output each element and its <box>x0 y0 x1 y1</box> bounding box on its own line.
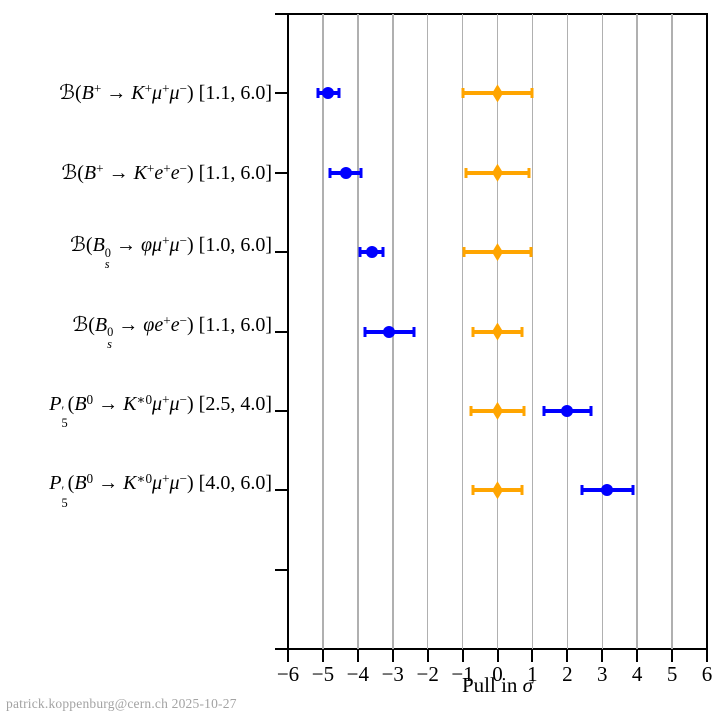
measurement-circle-marker <box>383 325 396 338</box>
sm-reference-error-cap-low <box>471 485 475 496</box>
x-axis-tick-label: −2 <box>416 662 439 686</box>
measurement-error-cap-low <box>328 167 332 178</box>
measurement-circle-marker <box>339 166 352 179</box>
x-axis-tick <box>601 649 604 662</box>
gridline <box>461 14 464 649</box>
measurement-error-cap-low <box>363 326 367 337</box>
gridline <box>531 14 534 649</box>
y-axis-tick <box>275 648 287 650</box>
measurement-error-cap-low <box>580 485 584 496</box>
sm-reference-error-cap-high <box>529 247 533 258</box>
sm-reference-error-cap-low <box>471 326 475 337</box>
measurement-error-cap-high <box>359 167 363 178</box>
x-axis-tick <box>706 649 708 662</box>
x-axis-tick-label: 5 <box>666 662 678 686</box>
x-axis-tick-label: 0 <box>492 662 503 686</box>
measurement-error-cap-high <box>337 88 341 99</box>
x-axis-title: Pull in σ <box>461 673 534 697</box>
x-axis-tick <box>461 649 464 662</box>
sm-reference-error-cap-low <box>469 405 473 416</box>
measurement-error-cap-high <box>412 326 416 337</box>
sm-reference-error-cap-high <box>530 88 534 99</box>
sm-reference-diamond-marker <box>492 322 503 341</box>
sm-reference-error-cap-low <box>462 247 466 258</box>
gridline <box>566 14 569 649</box>
measurement-error-cap-low <box>542 405 546 416</box>
x-axis-tick-label: 2 <box>562 662 573 686</box>
row-label: ℬ(B+ → K+e+e−) [1.1, 6.0] <box>61 160 272 184</box>
plot-area: −6 −5 −4 −3 −2 −1 0 1 2 3 4 5 6 <box>275 13 712 685</box>
x-axis-tick-label: −3 <box>381 662 404 686</box>
x-axis-tick-label: 4 <box>631 662 643 686</box>
x-axis-tick <box>426 649 429 662</box>
y-axis-tick <box>275 13 287 15</box>
gridline <box>426 14 429 649</box>
sm-reference-diamond-marker <box>492 481 503 500</box>
row-label: ℬ(B 0 s → φe+e−) [1.1, 6.0] <box>72 312 272 351</box>
row-label: ℬ(B 0 s → φμ+μ−) [1.0, 6.0] <box>70 233 272 272</box>
measurement-circle-marker <box>561 404 574 417</box>
x-axis-tick <box>636 649 639 662</box>
measurement-error-cap-low <box>358 247 362 258</box>
x-axis-tick <box>287 649 289 662</box>
row-label: ℬ(B+ → K+μ+μ−) [1.1, 6.0] <box>59 81 272 105</box>
y-axis-tick <box>275 330 287 333</box>
gridline <box>601 14 603 649</box>
x-axis-tick <box>321 649 324 662</box>
row-label: P ′ 5 (B0 → K∗0μ+μ−) [2.5, 4.0] <box>49 391 272 431</box>
footer-credit: patrick.koppenburg@cern.ch 2025-10-27 <box>6 696 237 711</box>
x-axis-tick <box>496 649 499 662</box>
gridline <box>357 14 359 649</box>
sm-reference-error-cap-high <box>520 326 524 337</box>
sm-reference-error-cap-high <box>520 485 524 496</box>
sm-reference-error-cap-high <box>527 167 531 178</box>
y-axis-tick <box>275 92 287 95</box>
sm-reference-error-cap-high <box>522 405 526 416</box>
sm-reference-diamond-marker <box>492 163 503 182</box>
y-axis-tick <box>275 568 287 571</box>
gridline <box>636 14 638 649</box>
gridline <box>671 14 673 649</box>
x-axis-tick <box>531 649 534 662</box>
x-axis-tick-label: −5 <box>311 662 335 686</box>
measurement-error-cap-high <box>631 485 635 496</box>
x-axis-tick-label: −1 <box>451 662 474 686</box>
x-axis-tick <box>356 649 359 662</box>
measurement-circle-marker <box>365 246 378 259</box>
y-axis-tick <box>275 409 287 412</box>
sm-reference-diamond-marker <box>492 243 503 262</box>
x-axis-tick-label: 6 <box>701 662 713 686</box>
x-axis-tick-label: 3 <box>597 662 608 686</box>
measurement-circle-marker <box>322 87 335 100</box>
x-axis-tick-label: −4 <box>346 662 369 686</box>
sm-reference-diamond-marker <box>492 84 503 103</box>
x-axis-tick <box>391 649 394 662</box>
x-axis-tick-label: −6 <box>276 662 300 686</box>
sm-reference-error-cap-low <box>464 167 468 178</box>
measurement-error-cap-high <box>589 405 593 416</box>
x-axis-tick <box>671 649 674 662</box>
y-axis-tick <box>275 171 287 174</box>
x-axis-tick <box>566 649 569 662</box>
y-axis-tick <box>275 489 287 492</box>
row-label: P ′ 5 (B0 → K∗0μ+μ−) [4.0, 6.0] <box>49 471 272 510</box>
gridline <box>322 14 324 649</box>
measurement-circle-marker <box>601 484 614 497</box>
x-axis-tick-label: 1 <box>527 662 538 686</box>
measurement-error-cap-low <box>316 88 320 99</box>
measurement-error-cap-high <box>381 247 385 258</box>
sm-reference-diamond-marker <box>492 401 503 420</box>
y-axis-tick <box>275 251 287 254</box>
sm-reference-error-cap-low <box>461 88 465 99</box>
